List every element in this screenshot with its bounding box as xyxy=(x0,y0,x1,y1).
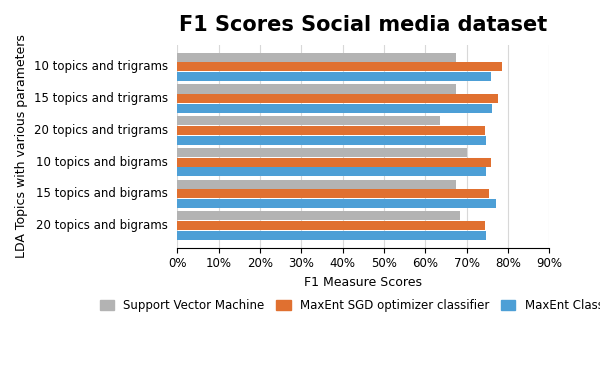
Bar xyxy=(178,84,456,94)
Title: F1 Scores Social media dataset: F1 Scores Social media dataset xyxy=(179,15,547,35)
Bar xyxy=(178,189,490,198)
Bar xyxy=(178,231,487,240)
Bar xyxy=(178,116,440,125)
Bar xyxy=(178,126,485,135)
Bar xyxy=(178,62,502,72)
Y-axis label: LDA Topics with various parameters: LDA Topics with various parameters xyxy=(15,34,28,258)
Bar xyxy=(178,180,456,189)
Bar xyxy=(178,148,467,157)
Bar xyxy=(178,199,496,208)
Bar xyxy=(178,157,491,167)
X-axis label: F1 Measure Scores: F1 Measure Scores xyxy=(304,276,422,289)
Bar xyxy=(178,211,460,221)
Bar xyxy=(178,136,487,145)
Bar xyxy=(178,94,497,103)
Legend: Support Vector Machine, MaxEnt SGD optimizer classifier, MaxEnt Classifier: Support Vector Machine, MaxEnt SGD optim… xyxy=(95,294,600,316)
Bar xyxy=(178,72,491,81)
Bar xyxy=(178,167,487,176)
Bar xyxy=(178,104,492,113)
Bar xyxy=(178,53,456,62)
Bar xyxy=(178,221,485,230)
